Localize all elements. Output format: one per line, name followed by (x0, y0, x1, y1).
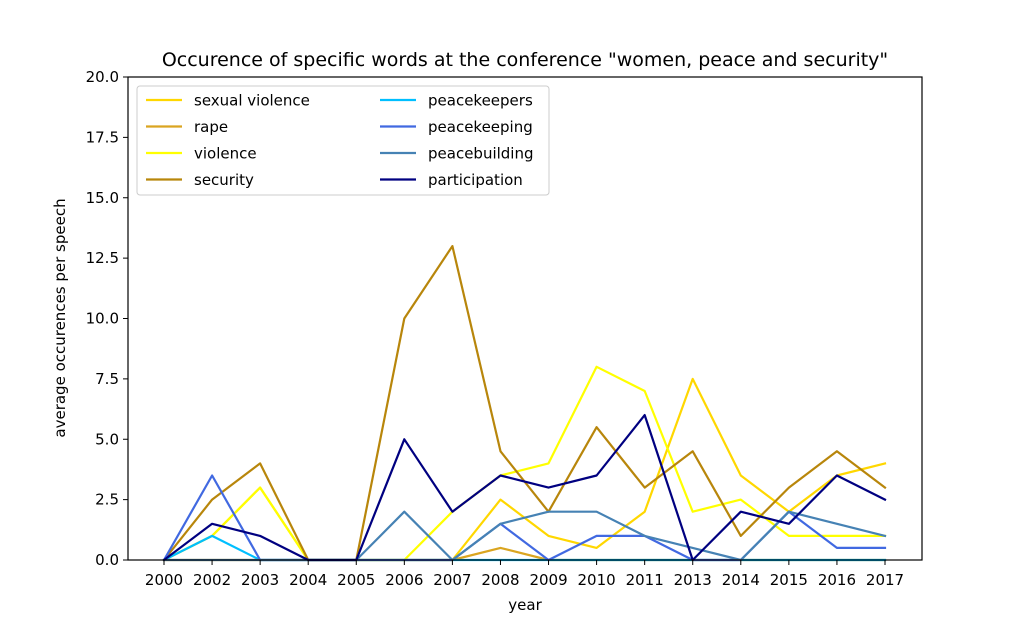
x-axis: 2000 2002 2003 2004 2005 2006 2007 2008 2009 2010… (145, 560, 904, 589)
x-tick-label: 2015 (770, 571, 808, 589)
y-axis: 0.0 2.5 5.0 7.5 10.0 12.5 15.0 17.5 20.0 (86, 68, 128, 569)
x-tick-label: 2007 (433, 571, 471, 589)
legend-label: peacekeepers (428, 92, 533, 110)
y-tick-label: 12.5 (86, 249, 119, 267)
x-tick-label: 2003 (241, 571, 279, 589)
series-layer (162, 245, 887, 562)
chart-title: Occurence of specific words at the confe… (162, 49, 888, 71)
x-tick-label: 2010 (578, 571, 616, 589)
x-tick-label: 2002 (193, 571, 231, 589)
legend: sexual violence rape violence security peace… (136, 85, 550, 196)
y-tick-label: 0.0 (95, 551, 119, 569)
x-tick-label: 2005 (337, 571, 375, 589)
x-tick-label: 2011 (626, 571, 664, 589)
x-tick-label: 2014 (722, 571, 760, 589)
x-tick-label: 2006 (385, 571, 423, 589)
y-tick-label: 7.5 (95, 370, 119, 388)
legend-label: peacebuilding (428, 145, 534, 163)
y-tick-label: 15.0 (86, 189, 119, 207)
x-tick-label: 2017 (866, 571, 904, 589)
y-tick-label: 5.0 (95, 430, 119, 448)
legend-label: rape (194, 118, 228, 136)
x-tick-label: 2009 (529, 571, 567, 589)
y-tick-label: 10.0 (86, 310, 119, 328)
legend-box (136, 85, 550, 196)
legend-label: peacekeeping (428, 118, 533, 136)
legend-label: participation (428, 171, 523, 189)
legend-label: sexual violence (194, 92, 310, 110)
x-tick-label: 2000 (145, 571, 183, 589)
y-tick-label: 20.0 (86, 68, 119, 86)
x-axis-label: year (508, 596, 542, 614)
x-tick-label: 2013 (674, 571, 712, 589)
x-tick-label: 2004 (289, 571, 327, 589)
y-tick-label: 2.5 (95, 491, 119, 509)
y-axis-label: average occurences per speech (51, 198, 69, 437)
x-tick-label: 2016 (818, 571, 856, 589)
legend-label: violence (194, 145, 257, 163)
series-line-participation (162, 414, 887, 562)
y-tick-label: 17.5 (86, 128, 119, 146)
x-tick-label: 2008 (481, 571, 519, 589)
legend-label: security (194, 171, 254, 189)
